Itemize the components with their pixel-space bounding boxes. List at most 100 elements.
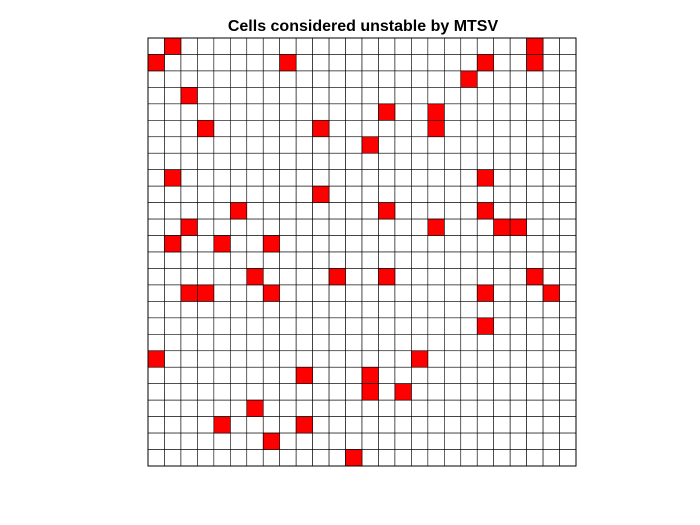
unstable-cell xyxy=(164,235,182,253)
grid-cell xyxy=(246,366,264,384)
grid-cell xyxy=(394,416,412,434)
grid-cell xyxy=(460,152,478,170)
grid-cell xyxy=(213,169,231,187)
grid-cell xyxy=(460,218,478,236)
grid-cell xyxy=(542,334,560,352)
grid-cell xyxy=(526,202,544,220)
grid-cell xyxy=(328,301,346,319)
grid-cell xyxy=(164,251,182,269)
grid-cell xyxy=(345,301,363,319)
grid-cell xyxy=(213,54,231,72)
grid-cell xyxy=(444,218,462,236)
grid-cell xyxy=(262,366,280,384)
grid-cell xyxy=(394,54,412,72)
grid-cell xyxy=(427,416,445,434)
grid-cell xyxy=(147,169,165,187)
grid-cell xyxy=(312,87,330,105)
grid-cell xyxy=(361,399,379,417)
grid-cell xyxy=(295,54,313,72)
unstable-cell xyxy=(361,383,379,401)
grid-cell xyxy=(427,235,445,253)
grid-cell xyxy=(262,334,280,352)
grid-cell xyxy=(509,301,527,319)
grid-cell xyxy=(378,152,396,170)
grid-cell xyxy=(345,251,363,269)
grid-cell xyxy=(444,268,462,286)
grid-cell xyxy=(180,416,198,434)
grid-cell xyxy=(378,317,396,335)
grid-cell xyxy=(394,169,412,187)
grid-cell xyxy=(394,317,412,335)
grid-cell xyxy=(213,366,231,384)
grid-cell xyxy=(279,251,297,269)
grid-cell xyxy=(460,202,478,220)
grid-cell xyxy=(378,383,396,401)
grid-cell xyxy=(493,54,511,72)
grid-cell xyxy=(328,366,346,384)
grid-cell xyxy=(230,136,248,154)
grid-cell xyxy=(279,284,297,302)
grid-cell xyxy=(328,120,346,138)
grid-cell xyxy=(411,301,429,319)
grid-cell xyxy=(444,301,462,319)
grid-cell xyxy=(509,366,527,384)
grid-cell xyxy=(411,449,429,467)
grid-cell xyxy=(378,334,396,352)
grid-cell xyxy=(411,202,429,220)
grid-cell xyxy=(246,120,264,138)
plot-border xyxy=(147,37,577,467)
grid-cell xyxy=(213,301,231,319)
unstable-cell xyxy=(147,54,165,72)
unstable-cell xyxy=(328,268,346,286)
grid-cell xyxy=(164,317,182,335)
grid-cell xyxy=(427,334,445,352)
grid-cell xyxy=(411,185,429,203)
grid-cell xyxy=(328,334,346,352)
grid-cell xyxy=(197,416,215,434)
grid-cell xyxy=(460,366,478,384)
grid-cell xyxy=(493,169,511,187)
unstable-cell xyxy=(542,284,560,302)
grid-cell xyxy=(197,350,215,368)
grid-cell xyxy=(279,383,297,401)
grid-cell xyxy=(328,432,346,450)
grid-cell xyxy=(328,416,346,434)
grid-cell xyxy=(427,449,445,467)
grid-cell xyxy=(509,103,527,121)
grid-cell xyxy=(180,202,198,220)
grid-cell xyxy=(493,70,511,88)
grid-cell xyxy=(246,152,264,170)
grid-cell xyxy=(394,399,412,417)
grid-cell xyxy=(180,70,198,88)
grid-cell xyxy=(509,251,527,269)
grid-cell xyxy=(147,37,165,55)
grid-cell xyxy=(559,87,577,105)
grid-cell xyxy=(559,416,577,434)
grid-cell xyxy=(493,301,511,319)
grid-cell xyxy=(147,432,165,450)
grid-cell xyxy=(164,120,182,138)
grid-cell xyxy=(526,350,544,368)
unstable-cell xyxy=(213,416,231,434)
grid-cell xyxy=(164,284,182,302)
grid-cell xyxy=(493,366,511,384)
grid-cell xyxy=(411,284,429,302)
unstable-cell xyxy=(180,218,198,236)
grid-cell xyxy=(246,334,264,352)
grid-cell xyxy=(262,169,280,187)
grid-cell xyxy=(328,399,346,417)
grid-cell xyxy=(279,37,297,55)
grid-cell xyxy=(213,350,231,368)
grid-cell xyxy=(509,87,527,105)
grid-cell xyxy=(197,383,215,401)
grid-cell xyxy=(444,152,462,170)
grid-cell xyxy=(476,218,494,236)
grid-cell xyxy=(427,301,445,319)
unstable-cell xyxy=(345,449,363,467)
grid-cell xyxy=(526,120,544,138)
grid-cell xyxy=(476,334,494,352)
grid-cell xyxy=(295,449,313,467)
grid-cell xyxy=(559,449,577,467)
grid-cell xyxy=(493,432,511,450)
grid-cell xyxy=(526,383,544,401)
